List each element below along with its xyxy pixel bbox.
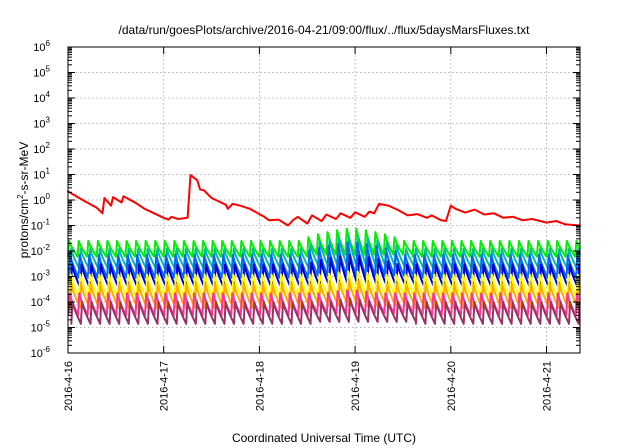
y-tick-base: 10 <box>31 297 43 309</box>
y-axis-label-rest: -s-sr-MeV <box>17 142 31 195</box>
y-tick-base: 10 <box>31 221 43 233</box>
x-tick-label: 2016-4-20 <box>446 361 458 411</box>
y-tick-exp: 3 <box>46 116 51 125</box>
y-tick-label: 106 <box>33 39 50 54</box>
series-line-4 <box>68 241 580 279</box>
y-tick-base: 10 <box>33 93 45 105</box>
y-tick-exp: -1 <box>43 218 51 227</box>
y-tick-label: 10-2 <box>31 243 51 258</box>
x-axis-label: Coordinated Universal Time (UTC) <box>232 431 416 445</box>
y-tick-label: 102 <box>33 141 50 156</box>
y-tick-exp: -2 <box>43 243 51 252</box>
y-tick-exp: 2 <box>46 141 51 150</box>
x-tick-label: 2016-4-16 <box>63 361 75 411</box>
y-axis-label-base: protons/cm <box>17 199 31 258</box>
y-tick-label: 10-4 <box>31 294 51 309</box>
y-axis-label-sup: 2 <box>16 194 25 199</box>
x-tick-label: 2016-4-19 <box>350 361 362 411</box>
x-tick-label: 2016-4-21 <box>542 361 554 411</box>
y-tick-exp: -5 <box>43 320 51 329</box>
y-tick-exp: -6 <box>43 345 51 354</box>
y-tick-base: 10 <box>33 68 45 80</box>
y-tick-label: 10-3 <box>31 269 51 284</box>
y-tick-label: 10-1 <box>31 218 51 233</box>
series-lines <box>67 174 581 325</box>
y-tick-base: 10 <box>33 42 45 54</box>
y-tick-base: 10 <box>33 119 45 131</box>
y-tick-exp: 0 <box>46 192 51 201</box>
chart-title: /data/run/goesPlots/archive/2016-04-21/0… <box>119 23 531 37</box>
y-tick-label: 104 <box>33 90 50 105</box>
y-tick-base: 10 <box>31 246 43 258</box>
y-tick-label: 101 <box>33 167 50 182</box>
y-tick-base: 10 <box>31 272 43 284</box>
series-line-9 <box>70 297 581 325</box>
y-tick-base: 10 <box>33 144 45 156</box>
y-tick-exp: -4 <box>43 294 51 303</box>
y-tick-label: 10-6 <box>31 345 51 360</box>
y-axis-label: protons/cm2-s-sr-MeV <box>16 142 31 258</box>
grid-lines <box>68 47 580 353</box>
y-tick-base: 10 <box>33 170 45 182</box>
series-line-2 <box>67 227 581 258</box>
y-tick-exp: 5 <box>46 65 51 74</box>
y-tick-exp: 4 <box>46 90 51 99</box>
y-tick-base: 10 <box>31 348 43 360</box>
series-line-1 <box>67 174 581 227</box>
y-tick-exp: -3 <box>43 269 51 278</box>
x-tick-label: 2016-4-17 <box>159 361 171 411</box>
axis-ticks <box>67 46 580 354</box>
y-tick-base: 10 <box>33 195 45 207</box>
x-tick-labels: 2016-4-16 2016-4-17 2016-4-18 2016-4-19 2016… <box>63 361 554 411</box>
y-tick-base: 10 <box>31 323 43 335</box>
y-tick-labels: 10-610-510-410-310-210-11001011021031041… <box>31 39 51 360</box>
y-tick-label: 100 <box>33 192 50 207</box>
x-tick-label: 2016-4-18 <box>254 361 266 411</box>
y-tick-exp: 1 <box>46 167 51 176</box>
y-tick-label: 105 <box>33 65 50 80</box>
y-tick-label: 103 <box>33 116 50 131</box>
y-tick-label: 10-5 <box>31 320 51 335</box>
y-tick-exp: 6 <box>46 39 51 48</box>
